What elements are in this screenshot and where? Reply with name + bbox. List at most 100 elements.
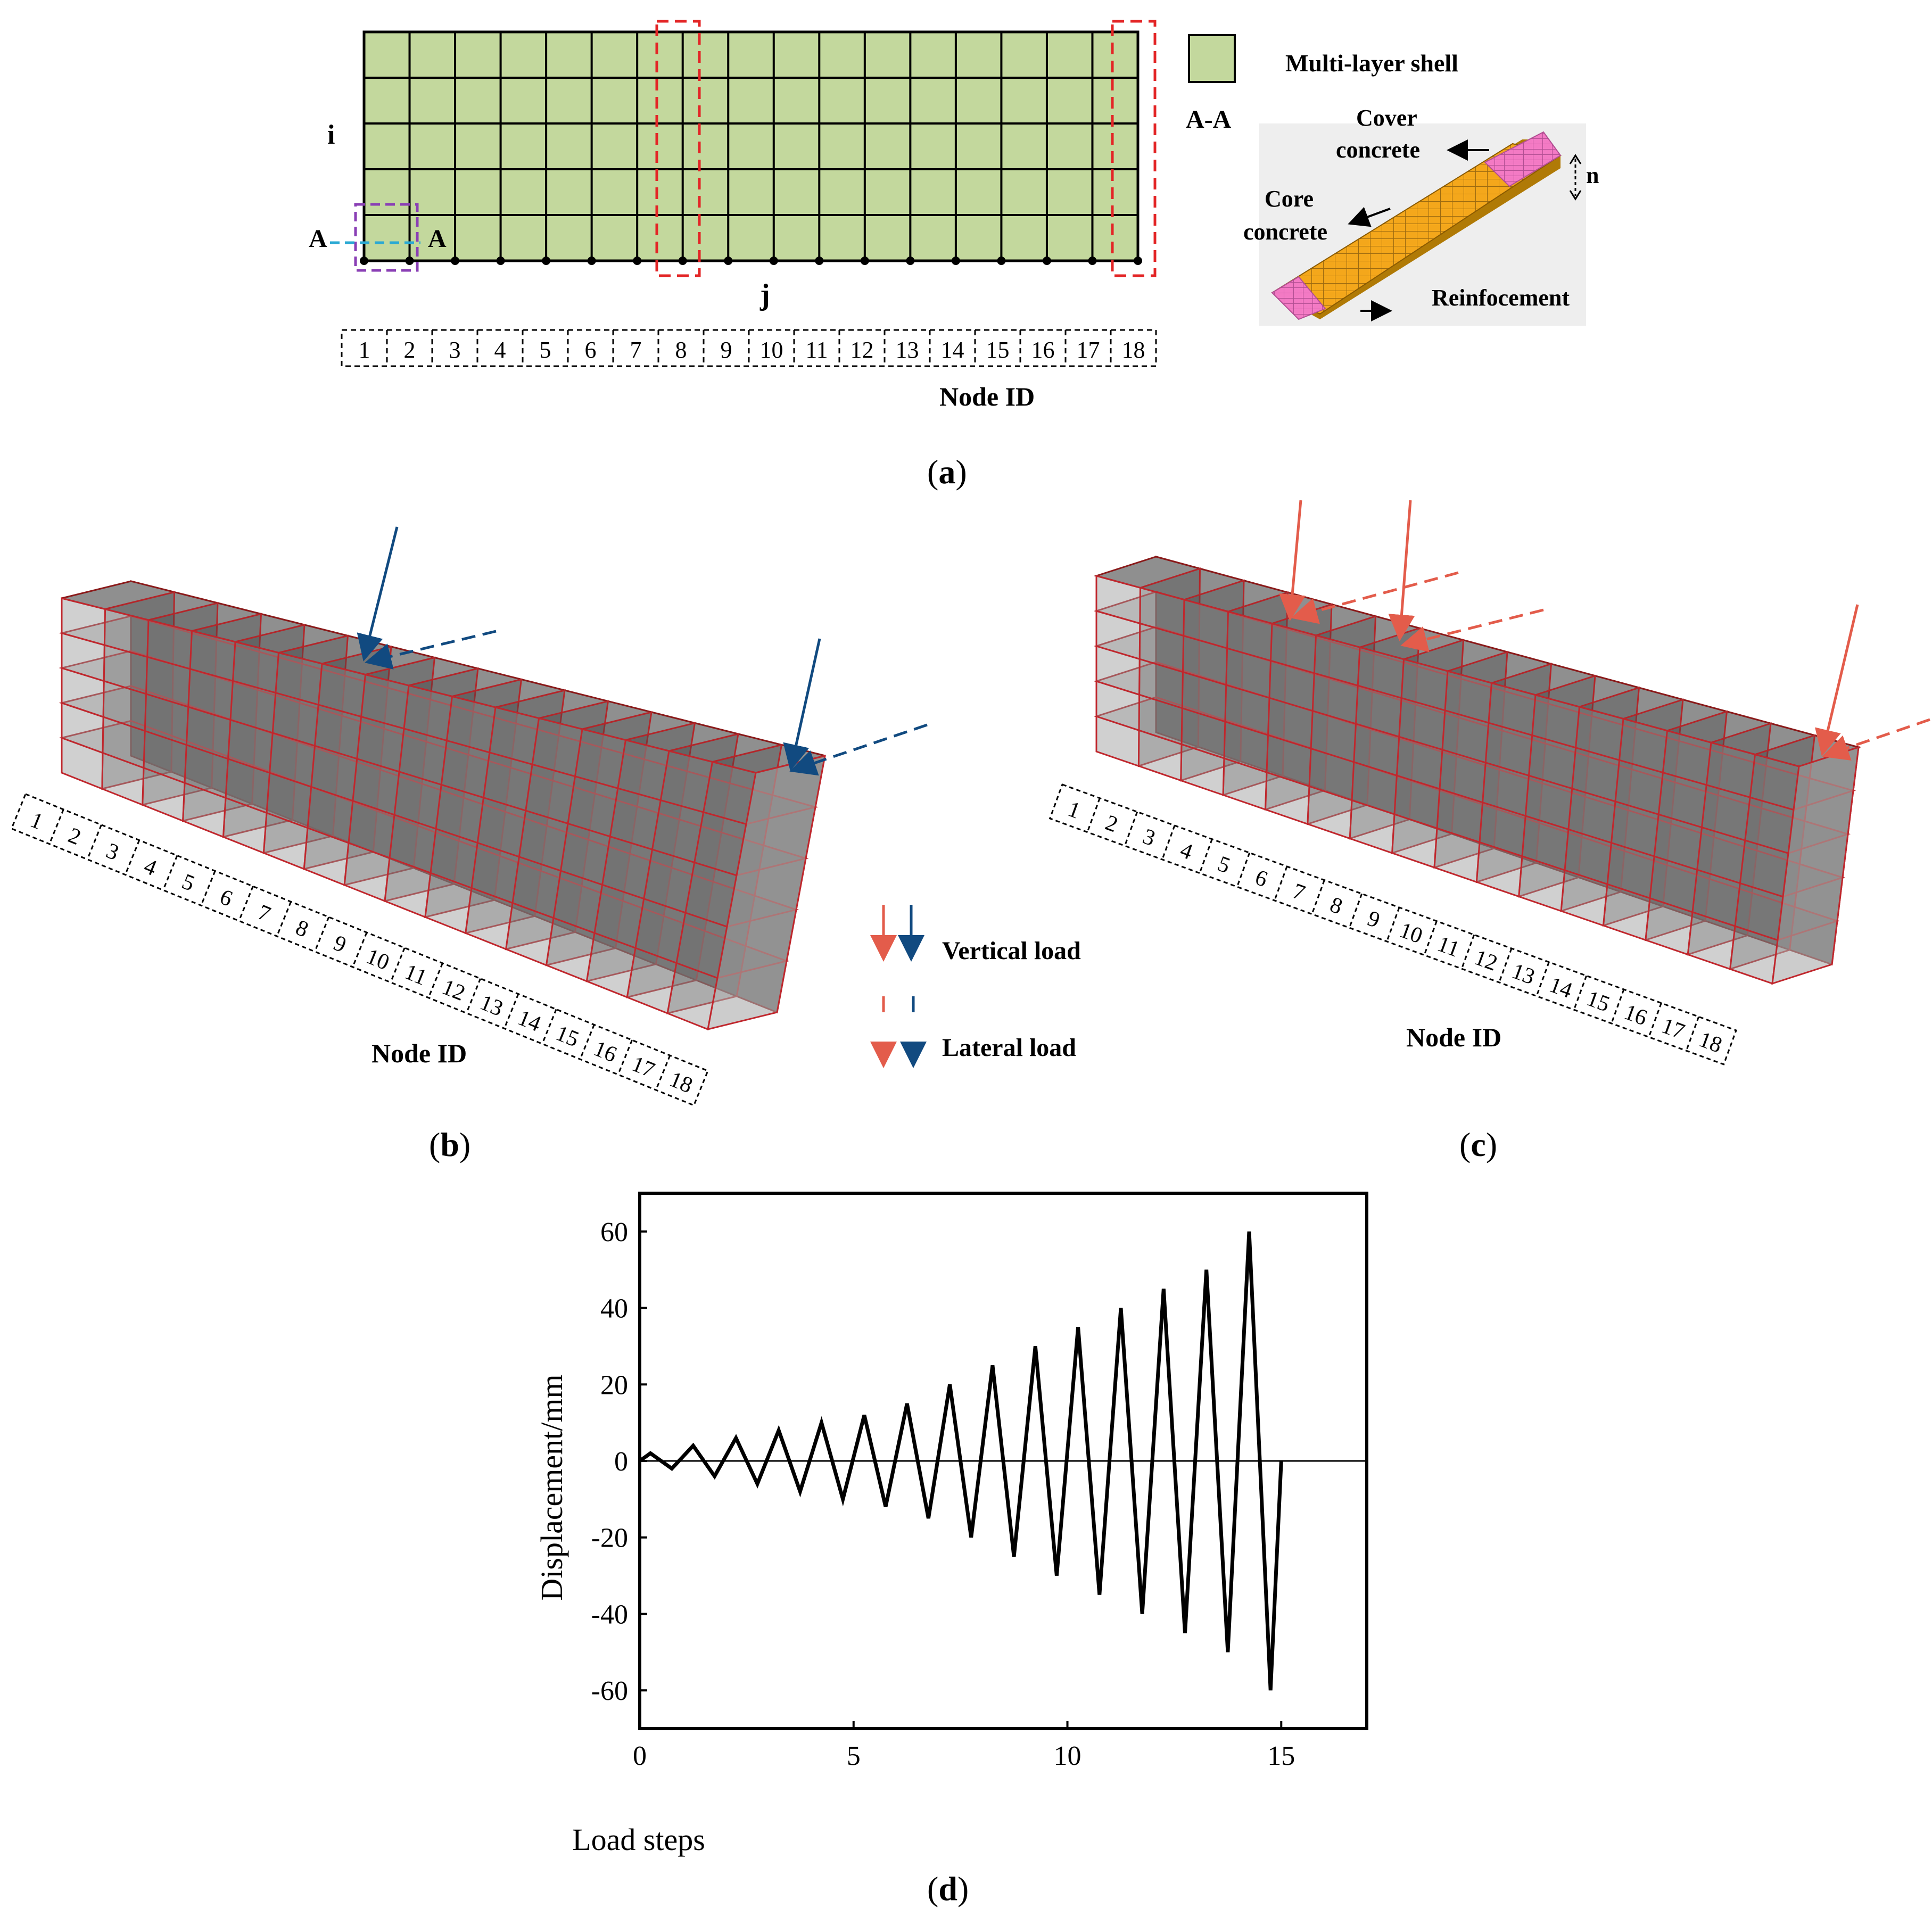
x-tick-label: 5 [847, 1741, 861, 1771]
node-id: 3 [1140, 824, 1158, 851]
node-box-divider [390, 947, 406, 983]
node-id: 7 [1289, 879, 1308, 905]
node-dot [678, 257, 687, 265]
vertical-load-arrow-c3 [1814, 604, 1859, 756]
node-dot [997, 257, 1006, 265]
wall-mesh-line [465, 707, 497, 934]
legend-shell-label: Multi-layer shell [1285, 49, 1458, 77]
node-id-label-a: Node ID [939, 382, 1035, 411]
node-dot [906, 257, 915, 265]
wall-mesh-line [61, 632, 747, 825]
node-box-divider [276, 901, 292, 937]
node-id: 10 [760, 337, 783, 363]
wall-mesh-line [61, 667, 737, 877]
lateral-load-arrow-c3 [1822, 718, 1930, 761]
node-box-divider [1124, 811, 1138, 846]
wall-mesh-line [1222, 612, 1229, 795]
node-id: 17 [1658, 1013, 1688, 1044]
legend-shell-swatch [1188, 34, 1236, 83]
node-box-divider [1648, 1003, 1662, 1038]
vertical-load-arrow-b2 [783, 638, 821, 771]
section-title: A-A [1186, 105, 1232, 134]
wall-mesh-line [505, 718, 540, 949]
node-id: 11 [1434, 932, 1463, 962]
node-id: 9 [1364, 906, 1383, 933]
node-box-divider [48, 809, 64, 845]
node-box-divider [1311, 880, 1325, 915]
node-id: 3 [449, 337, 461, 363]
chart-x-axis-label: Load steps [572, 1822, 705, 1857]
cover-concrete-top [1484, 131, 1562, 187]
displacement-chart: 60 40 20 0 -20 -40 -60 0 5 10 15 [591, 1192, 1368, 1771]
chart-y-axis-label: Displacement/mm [534, 1374, 569, 1600]
wall-mesh-line [1687, 742, 1712, 955]
node-box-divider [314, 916, 330, 952]
node-dot [451, 257, 460, 265]
section-box [354, 203, 419, 272]
node-id: 11 [401, 960, 431, 990]
caption-a: (a) [927, 453, 967, 491]
wall-mesh-line [1433, 671, 1449, 868]
node-id: 16 [1031, 337, 1055, 363]
node-id: 16 [1621, 1000, 1650, 1031]
wall-mesh-line [1560, 706, 1580, 911]
vertical-load-label: Vertical load [942, 937, 1081, 965]
node-box-divider [238, 886, 254, 921]
wall-mesh-line [343, 674, 366, 886]
node-box-divider [655, 1055, 671, 1091]
wall-mesh-line [1180, 599, 1185, 781]
node-id: 13 [896, 337, 919, 363]
wall-mesh-line [1096, 610, 1794, 811]
node-dot [587, 257, 596, 265]
panel-a: i j A A 1 2 3 4 5 6 7 8 9 10 11 12 13 14 15 16 17 18 Node… [309, 20, 1599, 491]
node-id: 18 [1696, 1027, 1725, 1058]
node-dot [1042, 257, 1051, 265]
wall-mesh-line [222, 641, 236, 837]
node-id: 13 [476, 990, 506, 1021]
node-id: 12 [851, 337, 874, 363]
node-id: 5 [178, 869, 198, 896]
caption-c: (c) [1459, 1126, 1497, 1163]
vertical-load-arrow-c2 [1388, 500, 1415, 641]
y-tick-label: 40 [600, 1294, 628, 1324]
node-dot [724, 257, 733, 265]
reinforcement-label: Reinfocement [1432, 285, 1570, 311]
node-id: 15 [1583, 986, 1613, 1017]
x-tick-label: 15 [1267, 1741, 1295, 1771]
y-tick-label: 60 [600, 1217, 628, 1248]
node-box-divider [1199, 839, 1213, 874]
wall-mesh-line [1349, 647, 1361, 839]
cross-section-illustration [1259, 123, 1586, 326]
node-id: 12 [1471, 945, 1500, 976]
node-box-divider [1573, 975, 1588, 1010]
node-dot [769, 257, 778, 265]
node-box-divider [1460, 934, 1475, 969]
node-id: 2 [1102, 811, 1121, 837]
wall-mesh-line [424, 696, 453, 918]
highlight-node-8 [655, 20, 701, 277]
node-box-divider [352, 932, 368, 968]
lateral-load-label: Lateral load [942, 1034, 1076, 1062]
core-arrow [1348, 207, 1391, 227]
node-id: 17 [1077, 337, 1100, 363]
wall-mesh-line [1518, 695, 1537, 897]
node-id: 10 [1397, 918, 1426, 949]
node-id: 2 [65, 823, 85, 850]
node-strip-frame [10, 793, 709, 1106]
node-dot [860, 257, 869, 265]
node-id: 5 [540, 337, 551, 363]
wall-mesh-line [61, 737, 718, 979]
core-label-line2: concrete [1243, 219, 1327, 245]
node-id: 6 [217, 885, 236, 912]
node-box-divider [503, 993, 519, 1029]
wall-mesh-line [1645, 730, 1668, 940]
node-id: 7 [254, 900, 274, 927]
wall-mesh-line [666, 762, 713, 1014]
node-id: 17 [628, 1052, 658, 1083]
node-id: 9 [721, 337, 732, 363]
node-box-divider [617, 1039, 633, 1075]
wall-mesh-line [1729, 754, 1756, 969]
node-dot [1088, 257, 1097, 265]
